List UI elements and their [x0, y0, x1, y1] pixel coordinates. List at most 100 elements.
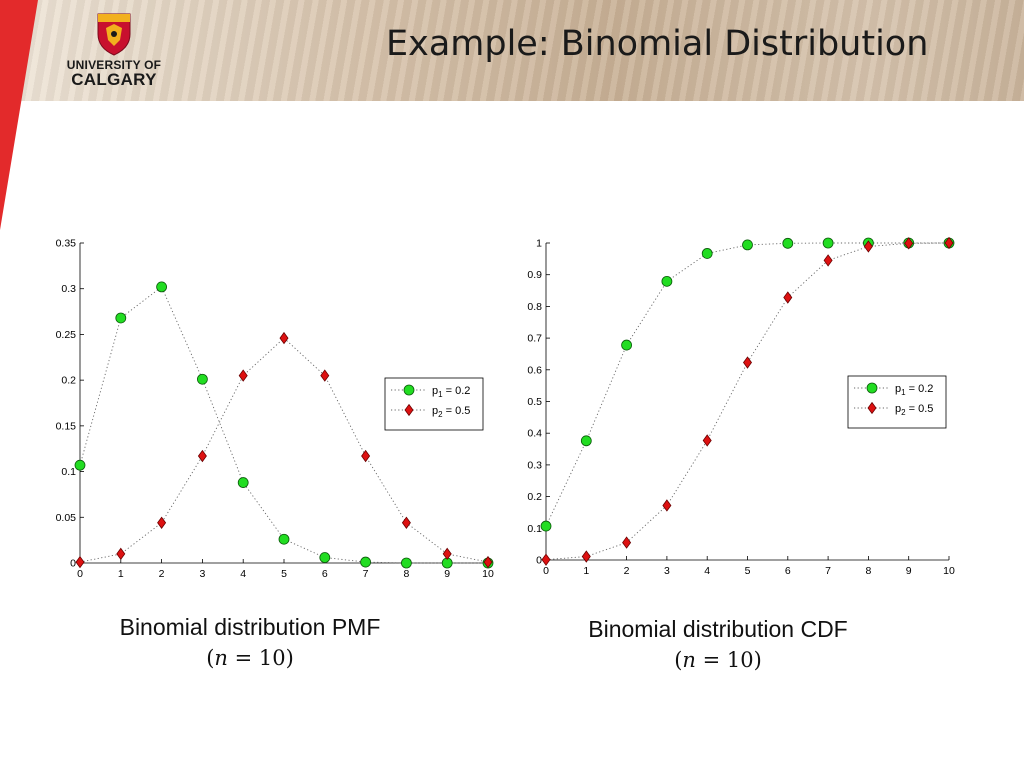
x-tick-label: 2	[159, 568, 165, 580]
y-tick-label: 0	[70, 558, 76, 570]
y-tick-label: 0.3	[61, 283, 76, 295]
series-line-2	[545, 242, 950, 561]
x-tick-label: 7	[825, 565, 831, 577]
legend-box	[384, 377, 484, 431]
data-point-series-2	[823, 254, 833, 267]
x-tick-label: 5	[745, 565, 751, 577]
x-tick-label: 1	[583, 565, 589, 577]
data-point-series-1	[74, 459, 86, 471]
x-tick-label: 6	[785, 565, 791, 577]
data-point-series-1	[319, 552, 331, 563]
pmf-caption-formula: (n = 10)	[206, 646, 294, 670]
y-tick-label: 1	[536, 238, 542, 250]
y-tick-label: 0	[536, 555, 542, 567]
data-point-series-2	[75, 555, 85, 569]
data-point-series-2	[581, 550, 591, 563]
y-tick-label: 0.25	[56, 329, 77, 341]
x-tick-label: 3	[199, 568, 205, 580]
data-point-series-2	[702, 434, 712, 447]
chart-legend: p1 = 0.2 p2 = 0.5	[847, 375, 947, 429]
legend-marker	[403, 384, 415, 396]
data-point-series-1	[701, 248, 713, 259]
x-tick-label: 7	[363, 568, 369, 580]
data-point-series-1	[400, 557, 412, 569]
data-point-series-2	[361, 449, 371, 463]
x-tick-label: 9	[906, 565, 912, 577]
y-tick-label: 0.6	[527, 364, 542, 376]
y-tick-label: 0.35	[56, 238, 77, 250]
data-point-series-2	[157, 516, 167, 529]
data-point-series-2	[197, 449, 207, 463]
x-tick-label: 4	[704, 565, 710, 577]
legend-marker	[866, 382, 878, 394]
x-tick-label: 0	[77, 568, 83, 580]
cdf-chart: 00.10.20.30.40.50.60.70.80.910 1 2 3 4 5 6 7 8 9 1…	[527, 236, 955, 577]
y-tick-label: 0.5	[527, 396, 542, 408]
data-point-series-1	[278, 533, 290, 545]
x-tick-label: 2	[624, 565, 630, 577]
y-tick-label: 0.7	[527, 333, 542, 345]
data-point-series-1	[237, 477, 249, 488]
data-point-series-1	[822, 237, 834, 249]
y-tick-label: 0.3	[527, 459, 542, 471]
y-tick-label: 0.1	[61, 466, 76, 478]
x-tick-label: 3	[664, 565, 670, 577]
y-tick-label: 0.05	[56, 512, 77, 524]
data-point-series-2	[116, 547, 126, 561]
data-point-series-2	[904, 237, 914, 250]
university-logo: UNIVERSITY OF CALGARY	[62, 12, 166, 92]
x-tick-label: 10	[482, 568, 494, 580]
y-tick-label: 0.2	[527, 491, 542, 503]
chart-legend: p1 = 0.2 p2 = 0.5	[384, 377, 484, 431]
data-point-series-1	[661, 275, 673, 287]
header-band	[0, 0, 1024, 101]
crest-icon	[97, 13, 131, 56]
pmf-chart: 0 0.05 0.1 0.15 0.2 0.25 0.3 0.35 0 1 2 3 4 5 6 7 8 9 10 p1…	[56, 238, 494, 581]
legend-marker	[867, 401, 877, 415]
data-point-series-2	[401, 516, 411, 529]
x-tick-label: 10	[943, 565, 955, 577]
data-point-series-1	[196, 373, 208, 385]
legend-box	[847, 375, 947, 429]
x-tick-label: 8	[865, 565, 871, 577]
y-tick-label: 0.1	[527, 523, 542, 535]
x-tick-label: 4	[240, 568, 246, 580]
data-point-series-1	[115, 312, 127, 324]
data-point-series-2	[783, 291, 793, 304]
x-tick-label: 9	[444, 568, 450, 580]
data-point-series-1	[742, 239, 753, 251]
logo-line-2: CALGARY	[71, 70, 157, 89]
data-point-series-2	[863, 240, 873, 253]
cdf-caption-formula: (n = 10)	[674, 648, 762, 672]
data-point-series-2	[662, 499, 672, 512]
data-point-series-2	[320, 369, 330, 382]
pmf-caption: Binomial distribution PMF	[119, 614, 381, 640]
y-tick-label: 0.4	[527, 428, 542, 440]
data-point-series-2	[541, 553, 551, 566]
data-point-series-1	[360, 556, 372, 568]
y-tick-label: 0.9	[527, 269, 542, 281]
y-tick-label: 0.15	[56, 420, 77, 432]
legend-label: p1 = 0.2	[432, 385, 470, 399]
legend-marker	[404, 403, 414, 417]
y-tick-label: 0.2	[61, 375, 76, 387]
series-line-2	[79, 337, 489, 563]
data-point-series-1	[156, 281, 167, 293]
x-tick-label: 0	[543, 565, 549, 577]
legend-label: p2 = 0.5	[432, 405, 470, 419]
data-point-series-2	[279, 331, 289, 345]
cdf-caption: Binomial distribution CDF	[588, 616, 848, 642]
red-accent-stripe	[0, 0, 38, 230]
data-point-series-1	[580, 435, 592, 447]
data-point-series-1	[540, 520, 552, 532]
x-tick-label: 8	[403, 568, 409, 580]
legend-label: p1 = 0.2	[895, 383, 933, 397]
data-point-series-2	[442, 547, 452, 561]
data-point-series-2	[238, 369, 248, 382]
data-point-series-2	[743, 356, 752, 369]
x-tick-label: 1	[118, 568, 124, 580]
data-point-series-1	[621, 339, 632, 351]
slide-title: Example: Binomial Distribution	[386, 24, 929, 64]
data-point-series-2	[622, 536, 632, 549]
data-point-series-1	[782, 237, 794, 249]
